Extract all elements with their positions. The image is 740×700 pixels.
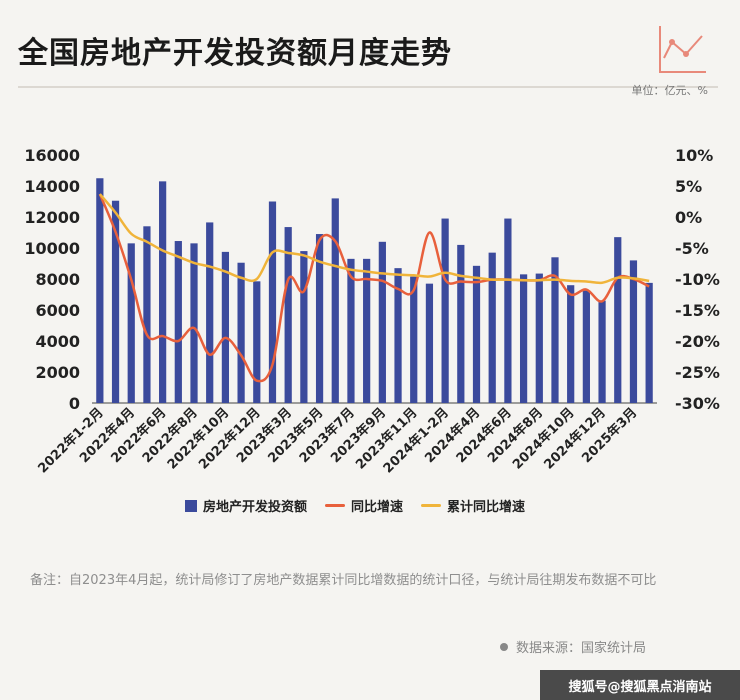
bar bbox=[268, 201, 277, 403]
y-left-tick-label: 14000 bbox=[24, 177, 80, 196]
legend-label-yoy: 同比增速 bbox=[351, 500, 404, 515]
y-left-tick-label: 6000 bbox=[35, 301, 80, 320]
bar bbox=[111, 200, 120, 403]
y-right-tick-label: -15% bbox=[675, 301, 720, 320]
y-left-tick-label: 8000 bbox=[35, 270, 80, 289]
bar bbox=[535, 273, 543, 403]
bar bbox=[504, 218, 512, 403]
bar bbox=[394, 268, 402, 403]
bar bbox=[159, 181, 167, 403]
bar bbox=[315, 234, 324, 403]
data-source: 数据来源：国家统计局 bbox=[500, 637, 646, 656]
bar bbox=[410, 276, 418, 403]
y-left-tick-label: 4000 bbox=[35, 332, 80, 351]
legend-swatch-cumulative bbox=[421, 504, 442, 507]
legend-swatch-bars bbox=[185, 499, 197, 512]
footnote: 备注：自2023年4月起，统计局修订了房地产数据累计同比增数据的统计口径，与统计… bbox=[30, 573, 657, 588]
bar bbox=[472, 265, 481, 403]
legend-swatch-yoy bbox=[325, 504, 346, 507]
bar bbox=[127, 243, 135, 403]
bar bbox=[221, 251, 230, 403]
legend-label-bars: 房地产开发投资额 bbox=[203, 500, 308, 515]
bar bbox=[614, 237, 622, 403]
legend-item-yoy: 同比增速 bbox=[325, 496, 403, 515]
bar bbox=[363, 258, 371, 403]
bar bbox=[488, 252, 496, 403]
legend-item-bars: 房地产开发投资额 bbox=[185, 496, 307, 515]
legend-label-cumulative: 累计同比增速 bbox=[447, 500, 526, 515]
y-right-tick-label: 0% bbox=[675, 208, 702, 227]
bar bbox=[206, 222, 214, 403]
unit-label: 单位：亿元、% bbox=[631, 84, 708, 97]
bar bbox=[174, 241, 182, 403]
bar bbox=[300, 251, 308, 403]
y-left-tick-label: 12000 bbox=[24, 208, 80, 227]
y-left-tick-label: 0 bbox=[69, 394, 80, 413]
bar bbox=[457, 244, 465, 403]
bar bbox=[582, 290, 590, 403]
y-left-tick-label: 10000 bbox=[24, 239, 80, 258]
bar bbox=[253, 281, 261, 403]
bar bbox=[347, 258, 355, 403]
y-right-tick-label: 10% bbox=[675, 146, 713, 165]
series-line-cumulative bbox=[98, 193, 650, 285]
line-chart-icon bbox=[656, 22, 710, 80]
bar bbox=[190, 243, 198, 403]
watermark-tag: 搜狐号@搜狐黑点消南站 bbox=[540, 670, 740, 700]
bar bbox=[519, 274, 528, 403]
y-left-tick-label: 2000 bbox=[35, 363, 80, 382]
title-divider bbox=[18, 86, 718, 88]
y-right-tick-label: -30% bbox=[675, 394, 720, 413]
bar bbox=[441, 218, 449, 403]
bar bbox=[425, 283, 434, 403]
bar bbox=[143, 226, 151, 403]
y-right-tick-label: -20% bbox=[675, 332, 720, 351]
bar bbox=[284, 227, 292, 403]
data-source-text: 数据来源：国家统计局 bbox=[516, 641, 647, 656]
bar bbox=[331, 198, 339, 403]
bar bbox=[598, 300, 606, 403]
bullet-dot-icon bbox=[500, 642, 508, 651]
chart-title: 全国房地产开发投资额月度走势 bbox=[18, 36, 452, 71]
investment-chart: 0 2000 4000 6000 8000 10000 12000 14000 16000 -30… bbox=[24, 146, 720, 476]
legend-item-cumulative: 累计同比增速 bbox=[421, 496, 525, 515]
bar bbox=[237, 262, 245, 403]
y-right-tick-label: 5% bbox=[675, 177, 702, 196]
bar bbox=[378, 241, 386, 403]
bar bbox=[96, 178, 104, 403]
series-line-yoy bbox=[98, 193, 650, 383]
y-left-tick-label: 16000 bbox=[24, 146, 80, 165]
chart-legend: 房地产开发投资额 同比增速 累计同比增速 bbox=[185, 496, 525, 515]
y-right-tick-label: -5% bbox=[675, 239, 709, 258]
bar bbox=[551, 257, 559, 403]
bar bbox=[567, 285, 575, 403]
y-right-tick-label: -25% bbox=[675, 363, 720, 382]
bar bbox=[629, 260, 638, 403]
y-right-tick-label: -10% bbox=[675, 270, 720, 289]
bar bbox=[645, 282, 653, 403]
